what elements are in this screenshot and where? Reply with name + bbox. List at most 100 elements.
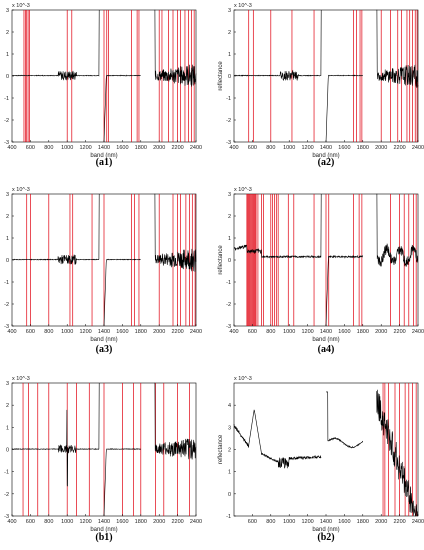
x-tick-label: 1000 xyxy=(61,519,73,525)
x-axis-label: band (nm) xyxy=(90,337,117,343)
y-multiplier: x 10^-3 xyxy=(12,187,30,193)
panel-caption: (a2) xyxy=(318,157,335,168)
x-tick-label: 1200 xyxy=(79,519,91,525)
y-tick-label: 2 xyxy=(228,214,231,220)
x-tick-label: 2000 xyxy=(375,329,387,335)
x-tick-label: 600 xyxy=(248,519,257,525)
panel-a1: 400 600 800 1000 1200 1400 1600 1800 2000 2200 240… xyxy=(0,3,202,168)
x-tick-label: 1000 xyxy=(61,145,73,151)
x-tick-label: 800 xyxy=(44,519,53,525)
x-tick-label: 1400 xyxy=(320,145,332,151)
panel-caption: (a1) xyxy=(96,157,113,168)
x-tick-label: 2200 xyxy=(171,145,183,151)
x-tick-label: 2200 xyxy=(393,519,405,525)
y-tick-label: 3 xyxy=(6,8,9,14)
y-axis-label: reflectance xyxy=(0,61,2,91)
y-tick-label: 0 xyxy=(6,448,9,454)
x-tick-label: 400 xyxy=(7,329,16,335)
spectrum-line-segment xyxy=(103,448,141,517)
y-multiplier: x 10^-3 xyxy=(12,3,30,9)
x-tick-label: 2400 xyxy=(412,145,424,151)
x-tick-label: 1000 xyxy=(61,329,73,335)
panel-caption: (b1) xyxy=(95,532,112,543)
y-axis-label: reflectance xyxy=(0,245,2,275)
x-tick-label: 1400 xyxy=(320,519,332,525)
panel-caption: (a3) xyxy=(96,344,113,355)
x-tick-label: 1200 xyxy=(301,329,313,335)
x-tick-label: 400 xyxy=(7,145,16,151)
spectrum-line-segment xyxy=(326,391,363,449)
y-tick-label: -3 xyxy=(4,324,9,330)
y-tick-label: 0 xyxy=(228,258,231,264)
x-tick-label: 1800 xyxy=(357,329,369,335)
x-tick-label: 1600 xyxy=(338,329,350,335)
x-tick-label: 800 xyxy=(44,145,53,151)
y-tick-label: -2 xyxy=(4,118,9,124)
panel-caption: (b2) xyxy=(317,532,334,543)
y-tick-label: 0 xyxy=(228,74,231,80)
panel-a4: 400 600 800 1000 1200 1400 1600 1800 2000 2200 240… xyxy=(218,187,424,355)
y-multiplier: x 10^-3 xyxy=(234,3,252,9)
y-tick-label: -3 xyxy=(226,140,231,146)
x-tick-label: 600 xyxy=(248,145,257,151)
y-tick-label: 4 xyxy=(228,403,231,409)
x-tick-label: 600 xyxy=(26,329,35,335)
spectrum-line-segment xyxy=(11,9,100,81)
x-tick-label: 800 xyxy=(44,329,53,335)
x-tick-label: 1400 xyxy=(98,329,110,335)
x-tick-label: 400 xyxy=(7,519,16,525)
spectrum-line-segment xyxy=(325,74,363,143)
x-tick-label: 400 xyxy=(229,145,238,151)
x-tick-label: 2000 xyxy=(153,519,165,525)
y-tick-label: 1 xyxy=(228,470,231,476)
spectrum-line-segment xyxy=(154,193,197,272)
x-tick-label: 1800 xyxy=(135,519,147,525)
y-tick-label: 1 xyxy=(228,52,231,58)
y-tick-label: 1 xyxy=(228,236,231,242)
x-tick-label: 2200 xyxy=(171,329,183,335)
x-tick-label: 2400 xyxy=(190,519,202,525)
plot-frame xyxy=(233,382,419,517)
x-tick-label: 800 xyxy=(266,145,275,151)
selected-bands xyxy=(246,194,417,326)
y-tick-label: 2 xyxy=(6,30,9,36)
spectrum-line-segment xyxy=(234,9,322,81)
x-tick-label: 2200 xyxy=(171,519,183,525)
y-tick-label: 1 xyxy=(6,425,9,431)
selected-bands xyxy=(382,383,417,516)
x-tick-label: 2000 xyxy=(153,329,165,335)
y-tick-label: 3 xyxy=(228,425,231,431)
x-tick-label: 2200 xyxy=(393,145,405,151)
x-tick-label: 1800 xyxy=(135,145,147,151)
y-axis-label: reflectance xyxy=(0,434,2,464)
x-tick-label: 400 xyxy=(229,329,238,335)
y-tick-label: 3 xyxy=(6,192,9,198)
spectrum-line-segment xyxy=(103,74,141,143)
spectrum-line-segment xyxy=(233,193,322,259)
y-tick-label: 1 xyxy=(6,52,9,58)
panel-a3: 400 600 800 1000 1200 1400 1600 1800 2000 2200 240… xyxy=(0,187,202,355)
y-tick-label: 0 xyxy=(6,258,9,264)
y-tick-label: 1 xyxy=(6,236,9,242)
y-axis-label: reflectance xyxy=(218,434,224,464)
x-tick-label: 1600 xyxy=(116,329,128,335)
y-multiplier: x 10^-3 xyxy=(234,376,252,382)
x-tick-label: 600 xyxy=(26,519,35,525)
y-tick-label: 3 xyxy=(228,8,231,14)
y-tick-label: 2 xyxy=(6,214,9,220)
spectrum-line-segment xyxy=(376,389,418,517)
x-tick-label: 2400 xyxy=(412,329,424,335)
x-axis-label: band (nm) xyxy=(90,527,117,533)
x-axis-label: band (nm) xyxy=(90,153,117,159)
x-tick-label: 2000 xyxy=(153,145,165,151)
y-tick-label: 3 xyxy=(6,381,9,387)
y-axis-label: reflectance xyxy=(218,61,224,91)
spectrum-line-segment xyxy=(12,193,100,265)
spectrum-line-segment xyxy=(154,382,197,460)
y-tick-label: -2 xyxy=(226,302,231,308)
x-tick-label: 800 xyxy=(266,329,275,335)
panel-b2: 600 800 1000 1200 1400 1600 1800 2000 2200 2400 -1… xyxy=(218,376,424,543)
x-axis-label: band (nm) xyxy=(312,153,339,159)
y-tick-label: -3 xyxy=(4,514,9,520)
